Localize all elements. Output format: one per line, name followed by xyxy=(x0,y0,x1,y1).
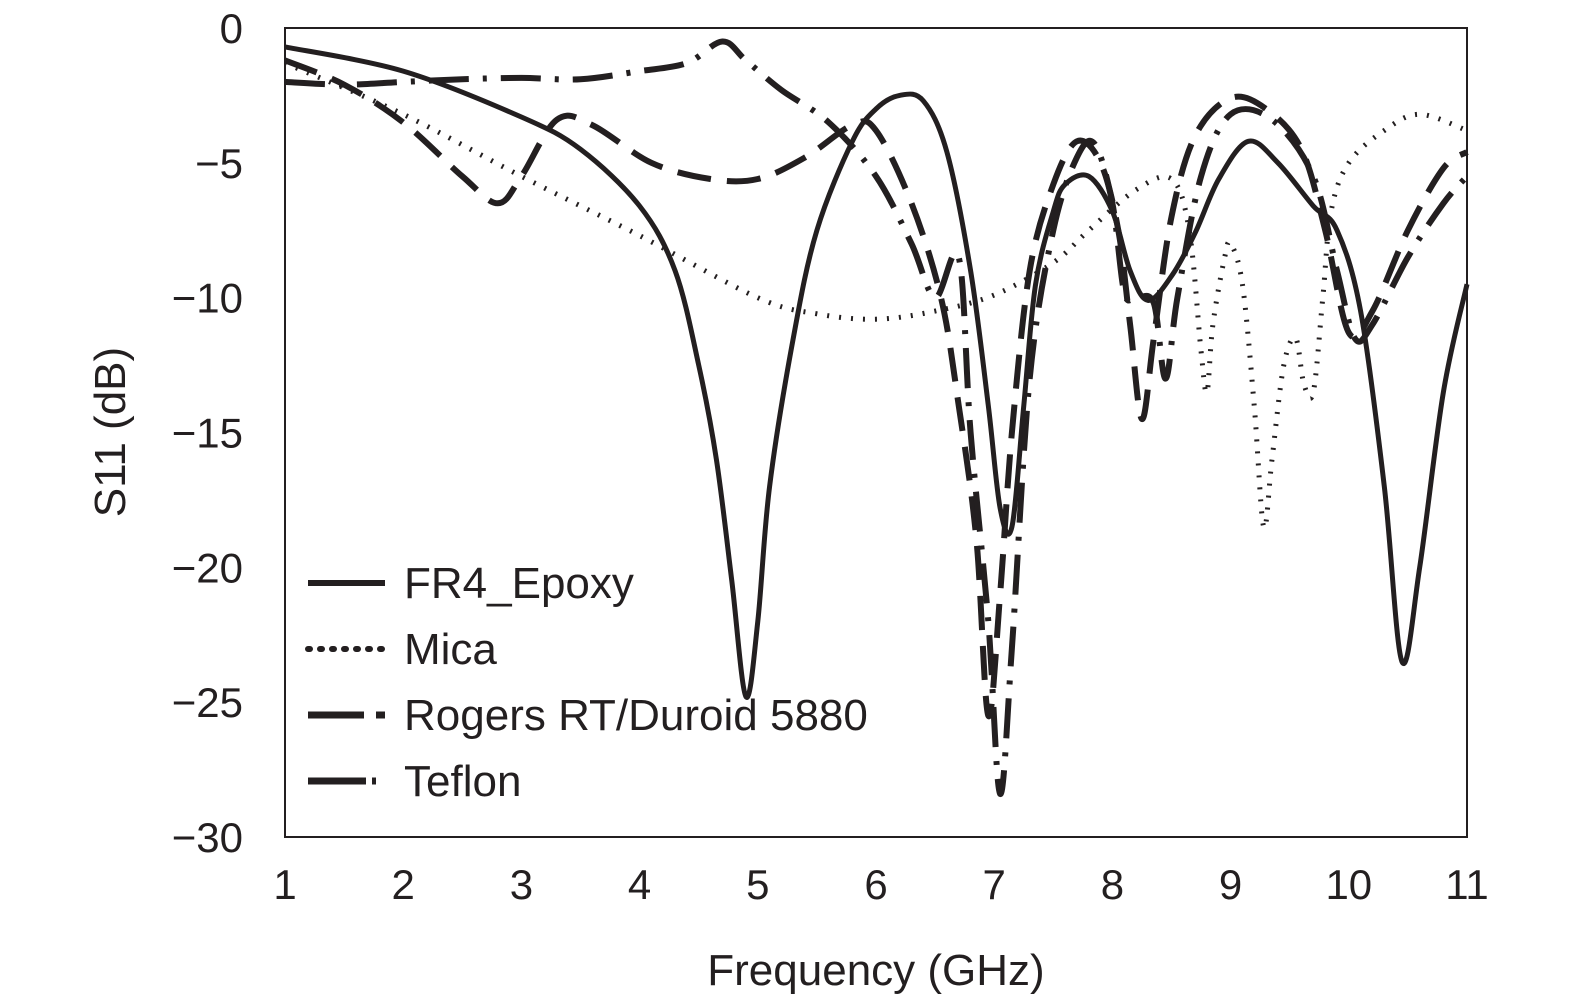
x-tick-label: 3 xyxy=(510,861,533,908)
legend-label-3: Rogers RT/Duroid 5880 xyxy=(404,691,868,740)
series-line-3 xyxy=(283,57,1469,720)
y-axis-label: S11 (dB) xyxy=(86,347,135,517)
x-tick-label: 2 xyxy=(392,861,415,908)
legend: FR4_Epoxy Mica Rogers RT/Duroid 5880 Teflon xyxy=(305,559,868,806)
y-tick-label: −15 xyxy=(172,410,243,457)
x-axis-label: Frequency (GHz) xyxy=(707,946,1044,994)
series-line-1 xyxy=(284,44,1470,700)
series-layer xyxy=(283,38,1470,797)
y-tick-label: 0 xyxy=(220,5,243,52)
x-tick-label: 11 xyxy=(1445,861,1489,908)
x-tick-label: 10 xyxy=(1325,861,1372,908)
y-tick-label: −30 xyxy=(172,814,243,861)
x-tick-label: 8 xyxy=(1101,861,1124,908)
plot-frame xyxy=(284,27,1468,838)
y-tick-label: −25 xyxy=(172,679,243,726)
x-tick-label: 5 xyxy=(746,861,769,908)
legend-label-2: Mica xyxy=(404,625,497,674)
series-line-2 xyxy=(284,60,1468,531)
x-tick-label: 1 xyxy=(273,861,296,908)
y-tick-label: −20 xyxy=(172,544,243,591)
ticks-layer: 1 2 3 4 5 6 7 8 9 10 11 0 −5 −10 −15 −20 −25 −30 xyxy=(172,5,1489,908)
x-tick-label: 4 xyxy=(628,861,651,908)
x-tick-label: 6 xyxy=(864,861,887,908)
x-tick-label: 7 xyxy=(983,861,1006,908)
legend-label-4: Teflon xyxy=(404,757,521,806)
x-tick-label: 9 xyxy=(1219,861,1242,908)
legend-label-1: FR4_Epoxy xyxy=(404,559,634,608)
y-tick-label: −10 xyxy=(172,275,243,322)
series-line-4 xyxy=(284,38,1470,797)
y-tick-label: −5 xyxy=(195,140,243,187)
